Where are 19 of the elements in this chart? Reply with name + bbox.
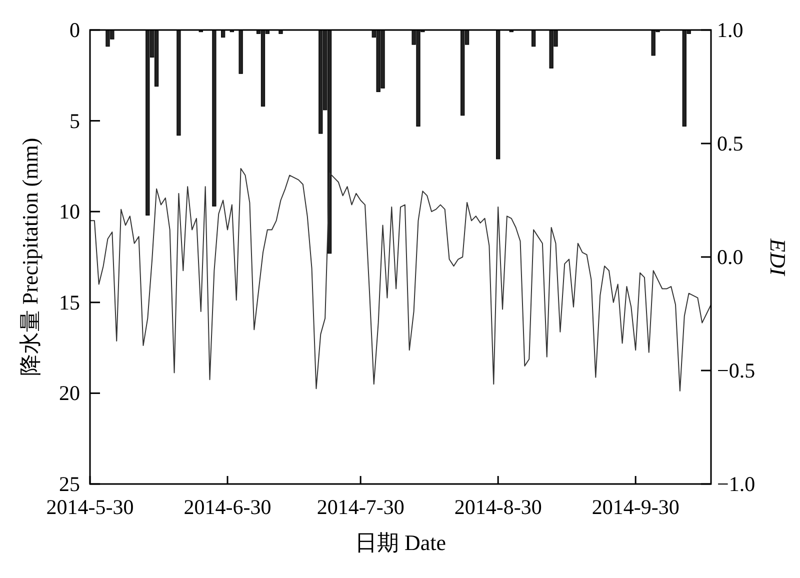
x-tick-label: 2014-9-30 — [592, 495, 680, 519]
y2-tick-label: 0.5 — [717, 132, 744, 156]
x-tick-label: 2014-8-30 — [454, 495, 542, 519]
x-axis-title: 日期 Date — [354, 530, 446, 555]
y-tick-label: 15 — [59, 290, 80, 314]
y-tick-label: 25 — [59, 472, 80, 496]
y-tick-label: 0 — [70, 18, 80, 42]
y2-tick-label: −0.5 — [717, 358, 756, 382]
x-tick-label: 2014-6-30 — [184, 495, 272, 519]
y2-tick-label: 0.0 — [717, 245, 744, 269]
y-tick-label: 20 — [59, 381, 80, 406]
y-tick-label: 5 — [70, 108, 80, 133]
y-tick-label: 10 — [59, 200, 80, 224]
y2-axis-title: EDI — [766, 238, 790, 277]
y-axis-title: 降水量 Precipitation (mm) — [18, 138, 42, 376]
y2-tick-label: 1.0 — [717, 18, 744, 42]
x-tick-label: 2014-5-30 — [46, 495, 134, 519]
x-tick-label: 2014-7-30 — [316, 495, 404, 519]
y2-tick-label: −1.0 — [717, 472, 756, 496]
